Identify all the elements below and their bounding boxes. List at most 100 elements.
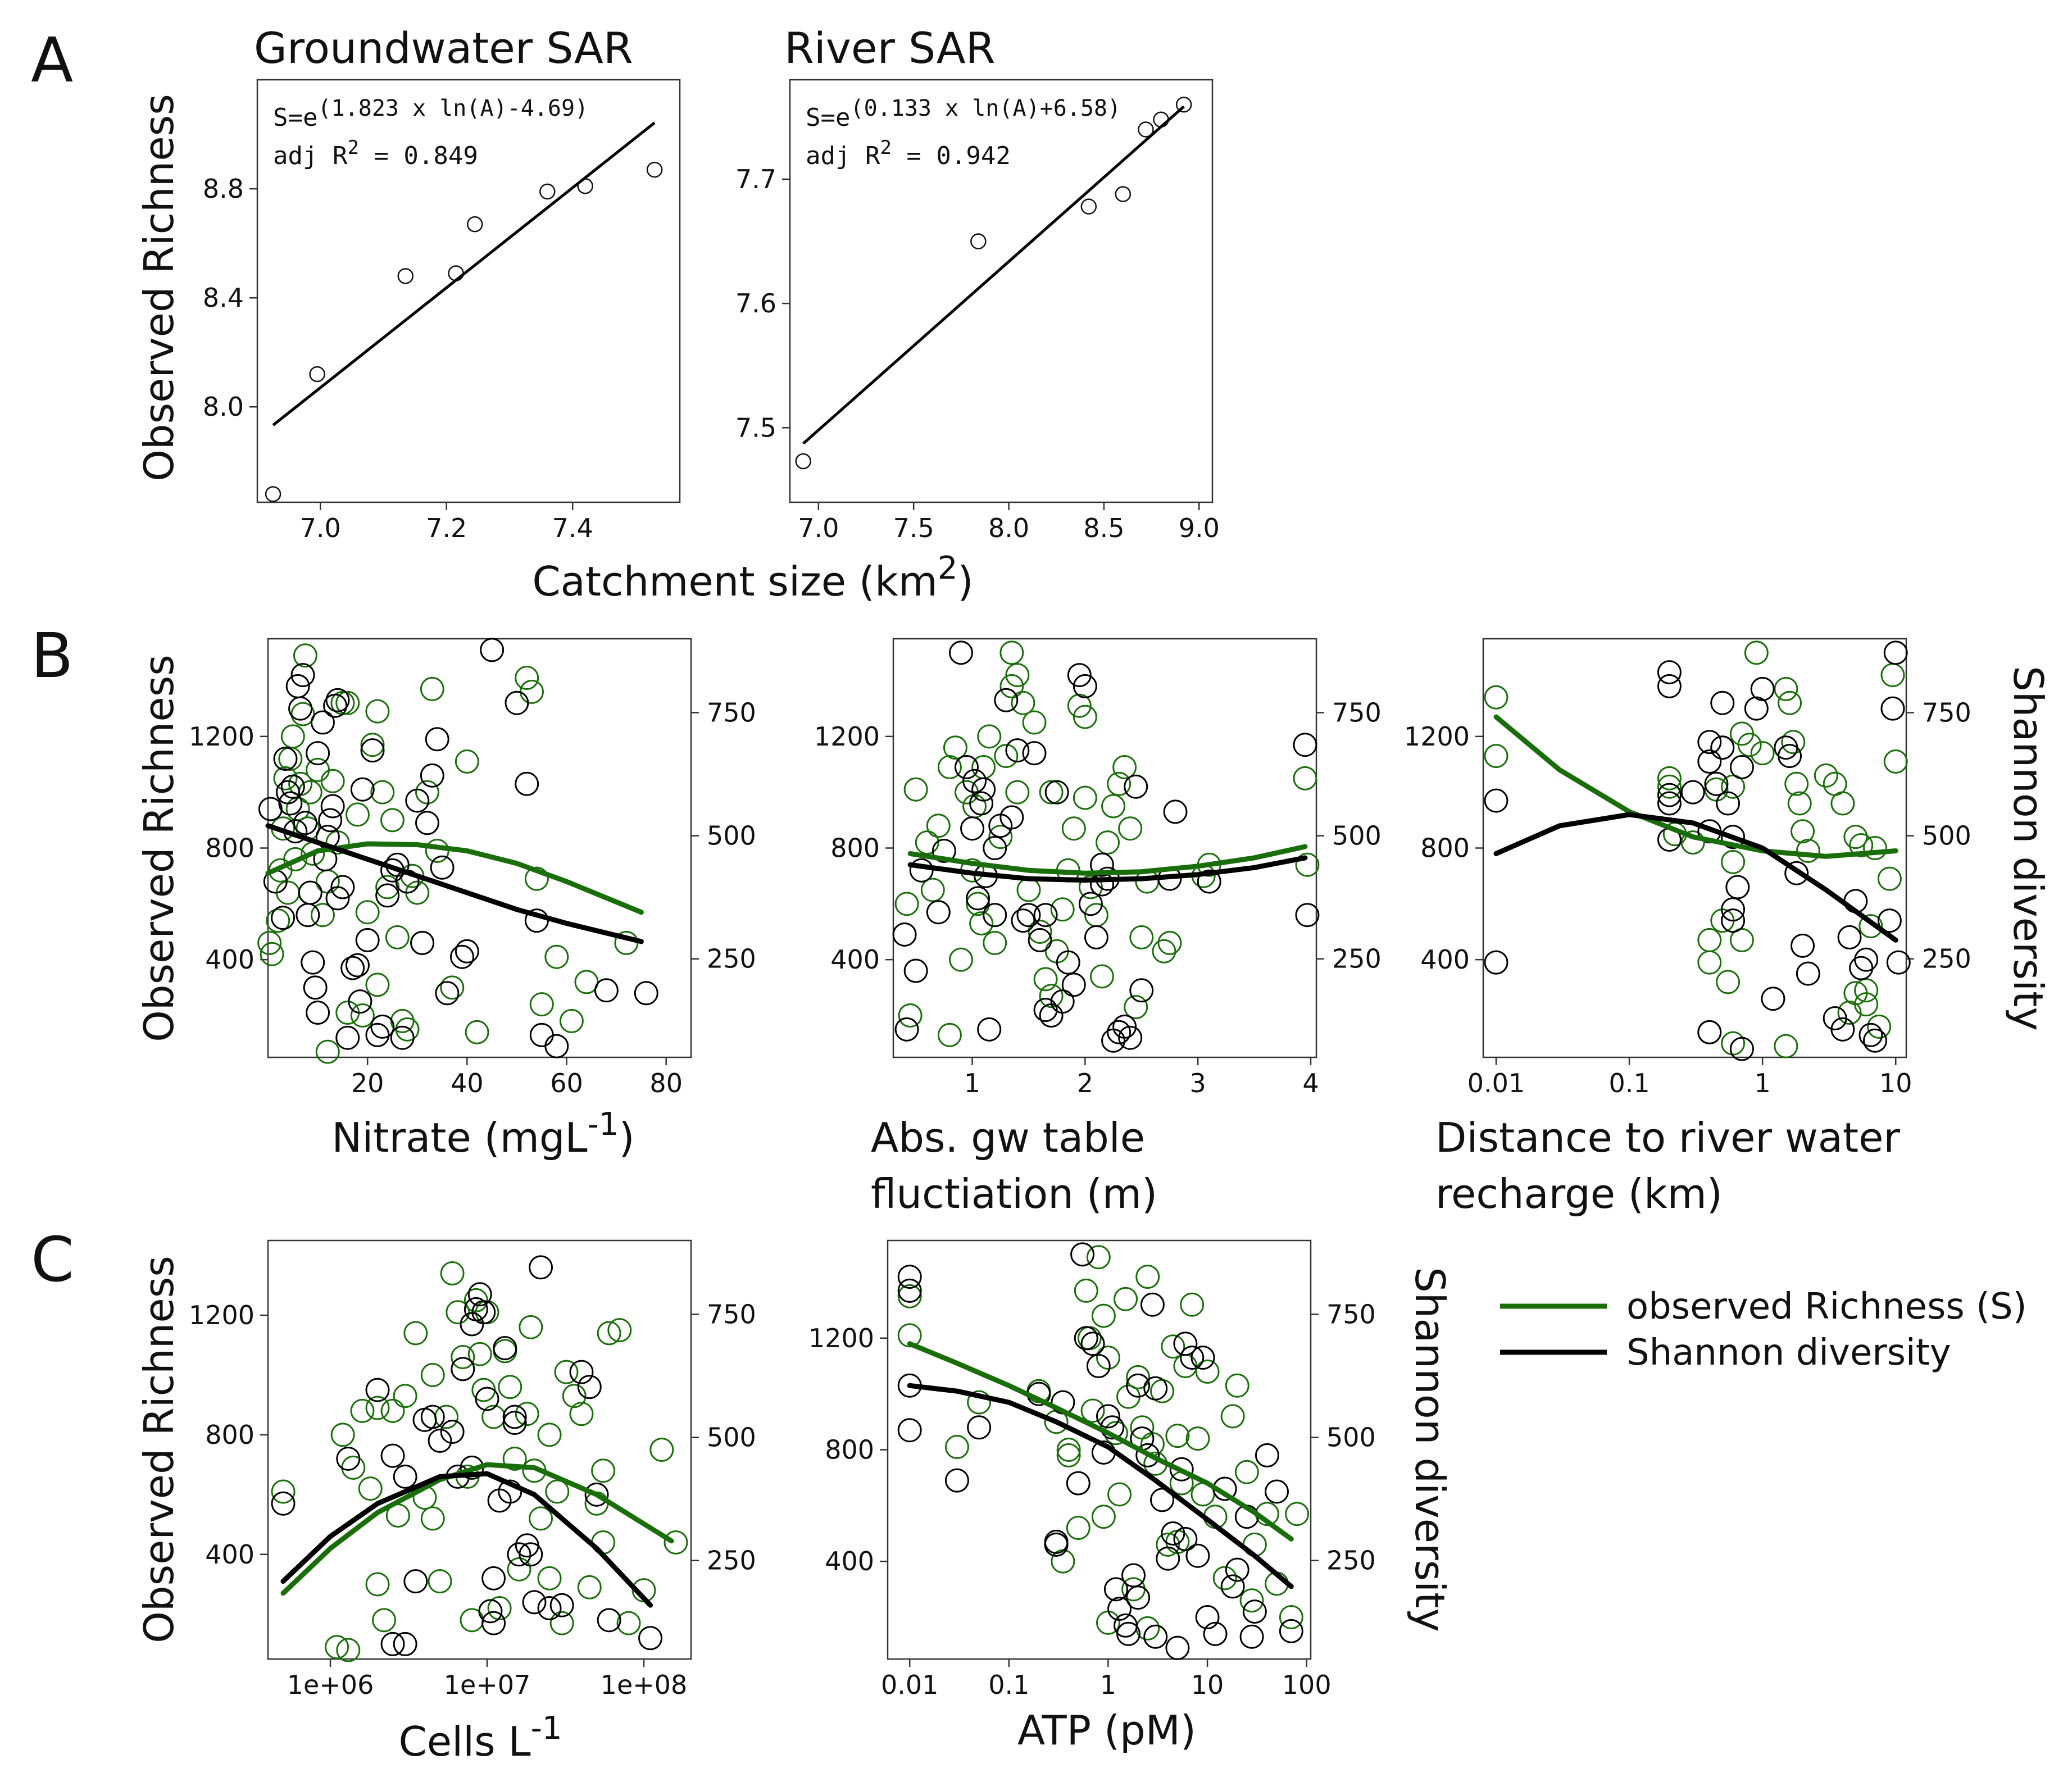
y2-tick-label: 500 (1326, 1422, 1376, 1453)
data-point (288, 696, 313, 721)
data-point (365, 699, 390, 724)
data-point (962, 769, 987, 793)
data-point (350, 1398, 375, 1423)
data-point (1657, 674, 1682, 698)
y-tick-label: 800 (830, 833, 880, 863)
y-tick-label: 800 (205, 833, 255, 863)
data-point (493, 1336, 517, 1361)
data-point (971, 777, 996, 802)
data-point (1028, 920, 1052, 944)
data-point (1725, 875, 1750, 899)
data-point (537, 1596, 562, 1621)
data-point (529, 1506, 553, 1531)
data-point (594, 978, 619, 1003)
data-point (1033, 903, 1058, 928)
data-point (271, 906, 296, 930)
y-tick-label: 8.8 (203, 174, 244, 204)
data-point (1242, 1599, 1267, 1624)
data-point (937, 1022, 962, 1047)
data-point (1854, 947, 1879, 972)
data-point (440, 975, 465, 1000)
data-point (1121, 1563, 1146, 1588)
y2-tick-label: 750 (707, 1299, 756, 1329)
data-point (1837, 1001, 1862, 1025)
panel-cells: 1e+06 1e+07 1e+08 400 800 1200 250 500 750 (189, 1239, 756, 1700)
y2-label-c: Shannon diversity (1406, 1267, 1453, 1632)
y-tick-label: 7.6 (735, 288, 776, 319)
data-point (1484, 685, 1508, 710)
x-label-gw-line1: Abs. gw table (871, 1114, 1145, 1161)
data-point (310, 710, 335, 735)
data-point (1729, 928, 1754, 952)
data-point (607, 1318, 632, 1343)
y-tick-label: 7.7 (735, 164, 776, 194)
data-point (1067, 663, 1092, 688)
data-point (519, 1542, 543, 1567)
data-point (894, 1017, 919, 1042)
data-point (420, 676, 444, 701)
data-point (336, 1446, 361, 1471)
data-point (1116, 1621, 1140, 1646)
data-point (1005, 780, 1030, 805)
data-point (335, 1025, 360, 1050)
data-point (1066, 1516, 1090, 1540)
fit-curve-shannon (280, 1471, 653, 1608)
data-point (1721, 908, 1746, 933)
data-point (1843, 825, 1868, 849)
data-point (999, 640, 1024, 665)
y2-tick-label: 750 (1922, 697, 1971, 728)
data-point (898, 1003, 923, 1028)
data-point (1066, 1471, 1090, 1496)
data-point (1173, 1526, 1198, 1551)
series-shannon (258, 638, 658, 1058)
y2-label-b: Shannon diversity (2005, 666, 2052, 1031)
data-point (1863, 836, 1888, 860)
data-point (920, 878, 945, 902)
data-point (544, 1034, 569, 1058)
data-point (365, 1378, 390, 1402)
plot-frame (887, 1239, 1312, 1660)
data-point (507, 1557, 531, 1581)
data-point (1129, 978, 1154, 1003)
data-point (420, 1405, 445, 1429)
data-point (969, 791, 994, 816)
x-tick-label: 7.5 (893, 513, 934, 543)
data-point (434, 1405, 459, 1429)
catchment-sup: 2 (938, 550, 958, 587)
x-tick-label: 40 (451, 1068, 484, 1098)
nitrate-sup: -1 (588, 1106, 619, 1143)
data-point (646, 161, 663, 178)
data-point (1061, 972, 1086, 997)
y-tick-label: 400 (830, 944, 880, 975)
data-point (1107, 1482, 1132, 1507)
x-tick-label: 7.0 (798, 513, 839, 543)
y-tick-label: 400 (205, 1539, 255, 1570)
fit-equation: S=e(0.133 x ln(A)+6.58) (806, 96, 1121, 132)
data-point (502, 1411, 527, 1435)
data-point (1061, 816, 1086, 841)
data-point (1022, 741, 1047, 766)
data-point (1255, 1443, 1279, 1467)
data-point (1121, 1577, 1146, 1602)
data-point (498, 1375, 522, 1399)
data-point (273, 747, 298, 771)
y-tick-label: 1200 (189, 721, 255, 752)
data-point (1859, 914, 1883, 939)
y-tick-label: 1200 (189, 1300, 255, 1330)
data-point (266, 908, 290, 933)
data-point (1073, 674, 1097, 698)
data-point (466, 216, 483, 233)
fit-equation: S=e(1.823 x ln(A)-4.69) (273, 96, 588, 132)
data-point (415, 780, 439, 805)
data-point (440, 1420, 465, 1444)
data-point (1115, 186, 1132, 202)
data-point (330, 1422, 355, 1447)
data-point (1854, 978, 1879, 1003)
data-point (393, 1631, 417, 1656)
data-point (502, 1446, 527, 1471)
series-shannon (271, 1255, 663, 1656)
data-point (1729, 1037, 1754, 1061)
y2-tick-label: 500 (1922, 821, 1971, 851)
data-point (577, 1375, 602, 1399)
data-point (1796, 961, 1820, 986)
